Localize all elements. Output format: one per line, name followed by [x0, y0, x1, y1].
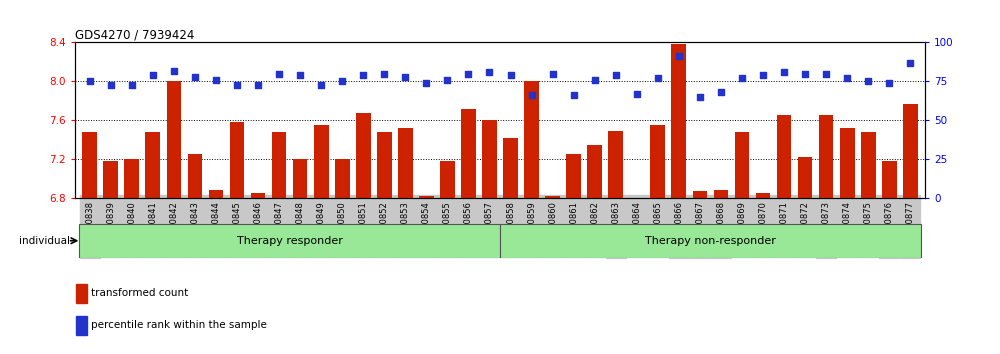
Bar: [756, 193, 770, 198]
Point: [418, 80, 434, 86]
Point: [250, 82, 266, 87]
Bar: [103, 161, 118, 198]
Point: [902, 60, 918, 65]
Bar: [461, 109, 476, 198]
Point: [439, 77, 455, 83]
Text: Therapy non-responder: Therapy non-responder: [645, 236, 776, 246]
Bar: [188, 154, 202, 198]
Bar: [693, 192, 707, 198]
Bar: [524, 81, 539, 198]
Bar: [251, 193, 265, 198]
Bar: [882, 161, 897, 198]
Text: Therapy responder: Therapy responder: [237, 236, 343, 246]
Bar: [167, 81, 181, 198]
Point: [82, 79, 98, 84]
Bar: [82, 132, 97, 198]
Bar: [903, 104, 918, 198]
Point: [503, 72, 519, 78]
Point: [166, 68, 182, 73]
Point: [481, 69, 497, 75]
Point: [818, 71, 834, 76]
Bar: [798, 157, 812, 198]
Bar: [76, 284, 87, 303]
Point: [103, 82, 119, 87]
Bar: [840, 128, 855, 198]
Bar: [819, 115, 833, 198]
Bar: [566, 154, 581, 198]
Bar: [735, 132, 749, 198]
Point: [650, 75, 666, 81]
Bar: [377, 132, 392, 198]
Bar: [861, 132, 876, 198]
Bar: [503, 138, 518, 198]
Point: [208, 77, 224, 83]
Point: [124, 82, 140, 87]
Point: [313, 82, 329, 87]
Bar: [545, 196, 560, 198]
Text: individual: individual: [19, 236, 70, 246]
Point: [608, 72, 624, 78]
Text: transformed count: transformed count: [91, 288, 188, 298]
Point: [397, 74, 413, 80]
Point: [545, 71, 561, 76]
Point: [524, 93, 540, 98]
Point: [355, 72, 371, 78]
Bar: [482, 120, 497, 198]
Bar: [356, 113, 371, 198]
Bar: [76, 316, 87, 335]
FancyBboxPatch shape: [79, 224, 500, 258]
Bar: [209, 190, 223, 198]
Bar: [671, 44, 686, 198]
Point: [692, 94, 708, 100]
Point: [629, 91, 645, 97]
Bar: [145, 132, 160, 198]
Point: [671, 54, 687, 59]
Bar: [714, 190, 728, 198]
Bar: [777, 115, 791, 198]
Point: [776, 69, 792, 75]
Point: [145, 72, 161, 78]
Point: [713, 90, 729, 95]
Point: [755, 72, 771, 78]
Bar: [440, 161, 455, 198]
Point: [187, 74, 203, 80]
Bar: [314, 125, 329, 198]
Text: GDS4270 / 7939424: GDS4270 / 7939424: [75, 28, 194, 41]
Point: [566, 93, 582, 98]
Point: [229, 82, 245, 87]
Point: [271, 71, 287, 76]
Point: [460, 71, 476, 76]
Bar: [335, 159, 350, 198]
Bar: [272, 132, 286, 198]
Bar: [398, 128, 413, 198]
Point: [860, 79, 876, 84]
Bar: [419, 196, 434, 198]
Point: [839, 75, 855, 81]
Bar: [650, 125, 665, 198]
Point: [334, 79, 350, 84]
Bar: [587, 145, 602, 198]
Point: [797, 71, 813, 76]
Point: [734, 75, 750, 81]
Point: [881, 80, 897, 86]
Bar: [608, 131, 623, 198]
Bar: [293, 159, 307, 198]
Text: percentile rank within the sample: percentile rank within the sample: [91, 320, 267, 330]
FancyBboxPatch shape: [500, 224, 921, 258]
Point: [587, 77, 603, 83]
Point: [376, 71, 392, 76]
Point: [292, 72, 308, 78]
Bar: [124, 159, 139, 198]
Bar: [230, 122, 244, 198]
